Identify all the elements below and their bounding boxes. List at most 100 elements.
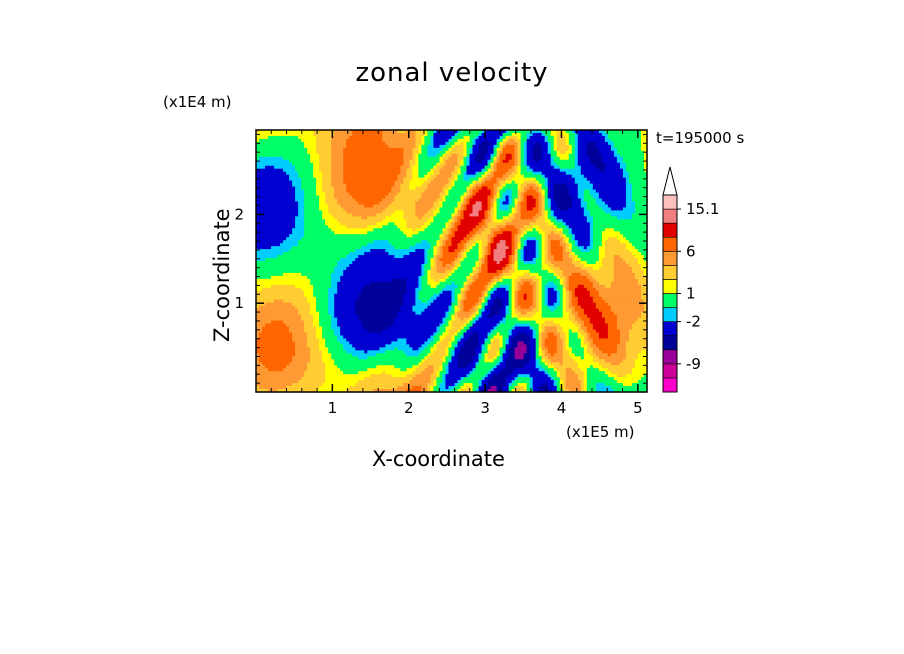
field-cell	[280, 252, 284, 256]
field-cell	[274, 132, 278, 137]
field-cell	[274, 305, 278, 310]
field-cell	[262, 228, 266, 232]
field-cell	[265, 293, 269, 298]
field-cell	[262, 266, 266, 271]
field-cell	[256, 347, 260, 351]
field-cell	[259, 266, 263, 271]
field-cell	[259, 231, 263, 235]
field-cell	[259, 180, 263, 185]
y-axis-unit: (x1E4 m)	[163, 93, 232, 111]
field-cell	[271, 228, 275, 232]
field-cell	[265, 356, 269, 360]
field-cell	[280, 228, 284, 232]
field-cell	[262, 365, 266, 369]
field-cell	[259, 159, 263, 164]
field-cell	[268, 263, 272, 268]
field-cell	[256, 138, 260, 143]
field-cell	[280, 141, 284, 146]
field-cell	[277, 293, 281, 298]
field-cell	[256, 135, 260, 140]
field-cell	[274, 263, 278, 268]
field-cell	[256, 314, 260, 319]
field-cell	[259, 347, 263, 351]
field-cell	[280, 347, 284, 351]
field-cell	[268, 246, 272, 250]
field-cell	[271, 162, 275, 167]
field-cell	[271, 368, 275, 372]
field-cell	[262, 213, 266, 217]
field-cell	[259, 138, 263, 143]
field-cell	[256, 168, 260, 173]
field-cell	[262, 284, 266, 289]
field-cell	[268, 237, 272, 241]
field-cell	[274, 290, 278, 295]
field-cell	[265, 374, 269, 378]
field-cell	[280, 210, 284, 214]
field-cell	[274, 383, 278, 387]
field-cell	[274, 278, 278, 283]
field-cell	[283, 186, 287, 191]
field-cell	[280, 225, 284, 229]
field-cell	[274, 171, 278, 176]
field-cell	[277, 389, 281, 393]
field-cell	[265, 147, 269, 152]
field-cell	[280, 380, 284, 384]
field-cell	[280, 290, 284, 295]
field-cell	[262, 135, 266, 140]
field-cell	[274, 365, 278, 369]
field-cell	[265, 365, 269, 369]
field-cell	[256, 335, 260, 340]
field-cell	[277, 195, 281, 200]
field-cell	[277, 201, 281, 206]
field-cell	[256, 216, 260, 220]
field-cell	[268, 261, 272, 265]
field-cell	[268, 374, 272, 378]
field-cell	[277, 284, 281, 289]
field-cell	[271, 311, 275, 316]
field-cell	[277, 174, 281, 179]
field-cell	[274, 272, 278, 277]
field-cell	[268, 228, 272, 232]
field-cell	[259, 386, 263, 390]
field-cell	[274, 350, 278, 354]
field-cell	[271, 362, 275, 366]
field-cell	[265, 281, 269, 286]
field-cell	[259, 130, 263, 134]
field-cell	[265, 168, 269, 173]
field-cell	[271, 281, 275, 286]
field-cell	[283, 153, 287, 158]
field-cell	[283, 135, 287, 140]
field-cell	[280, 335, 284, 340]
field-cell	[280, 180, 284, 185]
field-cell	[265, 177, 269, 182]
field-cell	[262, 138, 266, 143]
field-cell	[259, 320, 263, 325]
field-cell	[259, 308, 263, 313]
field-cell	[271, 165, 275, 170]
field-cell	[262, 210, 266, 214]
field-cell	[274, 174, 278, 179]
field-cell	[265, 332, 269, 337]
field-cell	[280, 338, 284, 342]
field-cell	[274, 314, 278, 319]
field-cell	[277, 171, 281, 176]
field-cell	[280, 374, 284, 378]
field-cell	[256, 293, 260, 298]
field-cell	[271, 344, 275, 348]
field-cell	[280, 183, 284, 188]
field-cell	[268, 284, 272, 289]
field-cell	[256, 317, 260, 322]
field-cell	[280, 266, 284, 271]
field-cell	[262, 329, 266, 334]
field-cell	[280, 156, 284, 161]
field-cell	[265, 344, 269, 348]
field-cell	[259, 216, 263, 220]
field-cell	[262, 150, 266, 155]
field-cell	[271, 195, 275, 200]
field-cell	[274, 329, 278, 334]
field-cell	[259, 189, 263, 194]
field-cell	[280, 284, 284, 289]
field-cell	[268, 365, 272, 369]
field-cell	[259, 356, 263, 360]
